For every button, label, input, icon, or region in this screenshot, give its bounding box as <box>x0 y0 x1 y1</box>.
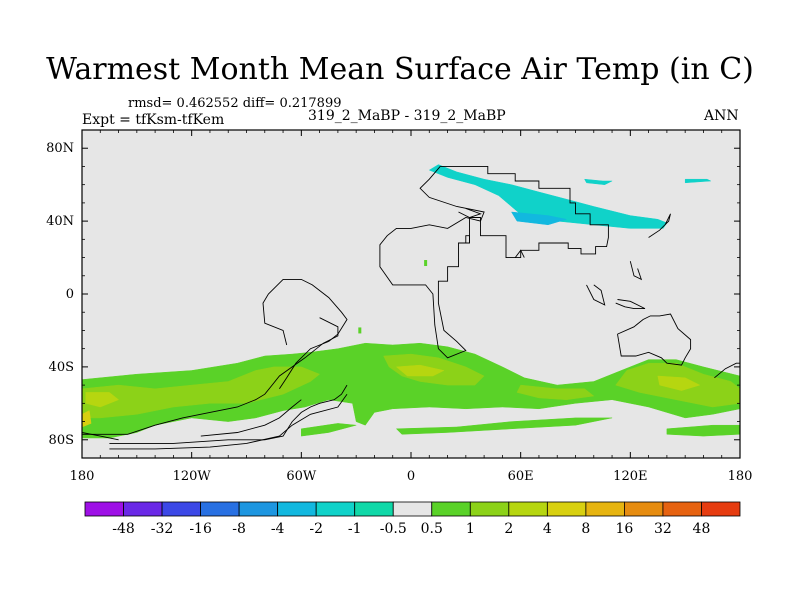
colorbar-box <box>123 501 163 517</box>
chart-title: Warmest Month Mean Surface Air Temp (in … <box>46 52 754 87</box>
contour-region <box>666 424 740 437</box>
x-tick-label: 0 <box>407 469 415 484</box>
contour-region <box>584 178 613 185</box>
coastline <box>82 317 339 435</box>
y-tick-label: 40N <box>46 214 74 229</box>
x-tick-label: 60W <box>286 469 317 484</box>
contour-spot <box>424 260 428 267</box>
colorbar: -48 -32 -16 -8 -4 -2 -1 -0.5 0.5 1 2 4 8 16 32 48 <box>84 501 741 537</box>
colorbar-label: -16 <box>189 521 212 537</box>
x-tick-label: 180 <box>70 469 95 484</box>
coastline <box>82 432 119 441</box>
colorbar-box <box>585 501 625 517</box>
colorbar-label: 0.5 <box>421 521 443 537</box>
y-tick-label: 80N <box>46 141 74 156</box>
colorbar-box <box>469 501 510 517</box>
contour-region <box>395 364 445 377</box>
contour-region <box>85 392 120 408</box>
colorbar-box <box>84 501 124 517</box>
coastline-layer <box>82 165 740 450</box>
colorbar-box <box>238 501 279 517</box>
colorbar-label: 16 <box>615 521 633 537</box>
coastline <box>109 384 348 444</box>
colorbar-label: 32 <box>654 521 672 537</box>
y-tick-label: 0 <box>66 287 74 302</box>
colorbar-box <box>546 501 587 517</box>
colorbar-box <box>277 501 317 517</box>
runs-label: 319_2_MaBP - 319_2_MaBP <box>308 108 506 124</box>
colorbar-box <box>508 501 548 517</box>
colorbar-label: -8 <box>232 521 246 537</box>
contour-region <box>428 164 668 229</box>
axis-ticks: 180 120W 60W 0 60E 120E 180 80N 40N 0 40S 80S <box>46 130 752 484</box>
coastline <box>458 207 482 218</box>
contour-fill-layer <box>82 164 740 439</box>
colorbar-label: -48 <box>112 521 135 537</box>
colorbar-box <box>662 501 702 517</box>
colorbar-box <box>431 501 471 517</box>
colorbar-label: -2 <box>309 521 323 537</box>
y-tick-label: 80S <box>49 433 74 448</box>
x-tick-label: 120W <box>173 469 212 484</box>
contour-region <box>657 375 701 391</box>
colorbar-box <box>161 501 201 517</box>
coastline <box>262 278 348 390</box>
x-tick-label: 180 <box>728 469 753 484</box>
coastline <box>586 284 606 306</box>
coastline <box>629 261 643 281</box>
colorbar-label: 4 <box>543 521 552 537</box>
contour-region <box>684 178 712 184</box>
contour-region <box>301 423 357 437</box>
colorbar-box <box>315 501 356 517</box>
colorbar-label: -4 <box>271 521 285 537</box>
stats-text: rmsd= 0.462552 diff= 0.217899 <box>128 96 342 111</box>
colorbar-box <box>354 501 394 517</box>
period-label: ANN <box>704 108 739 124</box>
colorbar-label: 8 <box>581 521 590 537</box>
contour-region <box>82 342 740 439</box>
contour-region <box>82 410 92 428</box>
experiment-label: Expt = tfKsm-tfKem <box>82 112 225 128</box>
colorbar-label: 1 <box>466 521 475 537</box>
colorbar-label: -0.5 <box>380 521 407 537</box>
colorbar-label: 2 <box>504 521 513 537</box>
colorbar-label: -1 <box>348 521 362 537</box>
contour-region <box>82 366 321 419</box>
contour-region <box>511 211 567 226</box>
colorbar-box <box>392 501 433 517</box>
y-tick-label: 40S <box>49 360 74 375</box>
coastline <box>617 313 692 366</box>
colorbar-label: -32 <box>151 521 174 537</box>
x-tick-label: 120E <box>613 469 647 484</box>
coastline <box>714 362 740 379</box>
coastline <box>648 213 671 238</box>
colorbar-box <box>624 501 664 517</box>
coastline <box>514 249 525 258</box>
x-tick-label: 60E <box>508 469 534 484</box>
contour-spot <box>358 327 362 334</box>
colorbar-box <box>701 501 741 517</box>
colorbar-label: 48 <box>693 521 711 537</box>
contour-region <box>516 384 595 400</box>
colorbar-box <box>200 501 240 517</box>
coastline <box>615 299 646 310</box>
coastline <box>109 393 348 450</box>
coastline <box>200 399 302 437</box>
contour-region <box>395 417 613 435</box>
coastline <box>465 235 470 243</box>
